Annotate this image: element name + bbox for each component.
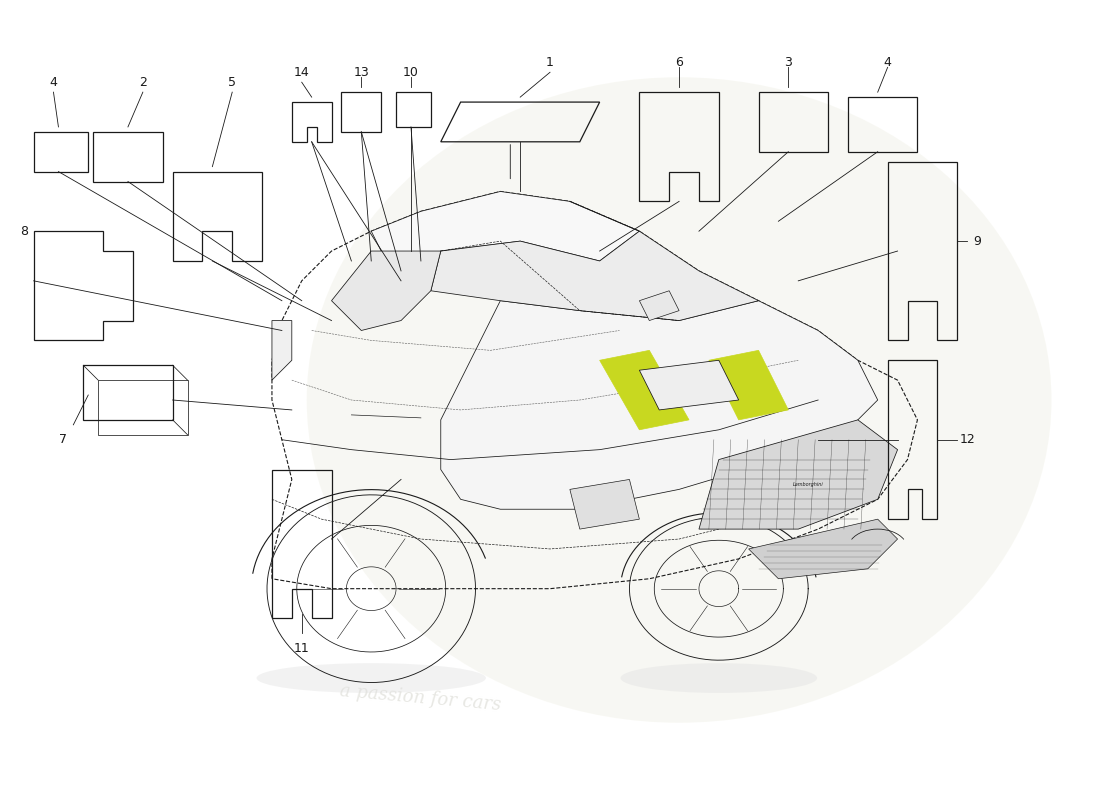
Polygon shape	[372, 191, 639, 271]
Text: 11: 11	[294, 642, 309, 654]
Bar	[84, 366, 173, 420]
Text: 12: 12	[959, 434, 975, 446]
Text: 9: 9	[974, 234, 981, 248]
Bar	[396, 92, 431, 127]
Text: 7: 7	[59, 434, 67, 446]
Ellipse shape	[620, 663, 817, 693]
Bar	[34, 132, 88, 171]
Bar	[341, 92, 382, 132]
Bar	[98, 380, 187, 434]
Text: 3: 3	[784, 56, 792, 69]
Text: 1: 1	[546, 56, 554, 69]
Text: since: since	[536, 325, 604, 356]
Polygon shape	[331, 251, 441, 330]
Polygon shape	[749, 519, 898, 578]
Ellipse shape	[307, 78, 1052, 722]
Text: 6: 6	[675, 56, 683, 69]
Text: 14: 14	[294, 66, 309, 78]
Polygon shape	[639, 290, 679, 321]
Bar	[94, 132, 163, 182]
Text: Lamborghini: Lamborghini	[793, 482, 824, 487]
Text: 1985: 1985	[569, 391, 690, 449]
Polygon shape	[570, 479, 639, 529]
Text: 4: 4	[50, 76, 57, 89]
Text: 2: 2	[139, 76, 146, 89]
Text: 13: 13	[353, 66, 370, 78]
Polygon shape	[639, 360, 739, 410]
Bar	[848, 97, 917, 152]
Text: 5: 5	[228, 76, 236, 89]
Text: 8: 8	[20, 225, 28, 238]
Text: 4: 4	[883, 56, 892, 69]
Polygon shape	[431, 231, 759, 321]
Polygon shape	[708, 350, 789, 420]
Text: a passion for cars: a passion for cars	[340, 682, 503, 714]
Polygon shape	[600, 350, 689, 430]
Polygon shape	[698, 420, 898, 529]
Text: eurocars: eurocars	[418, 208, 682, 294]
Polygon shape	[272, 321, 292, 380]
Bar	[759, 92, 828, 152]
Text: 10: 10	[403, 66, 419, 78]
Polygon shape	[441, 301, 878, 510]
Ellipse shape	[256, 663, 486, 693]
